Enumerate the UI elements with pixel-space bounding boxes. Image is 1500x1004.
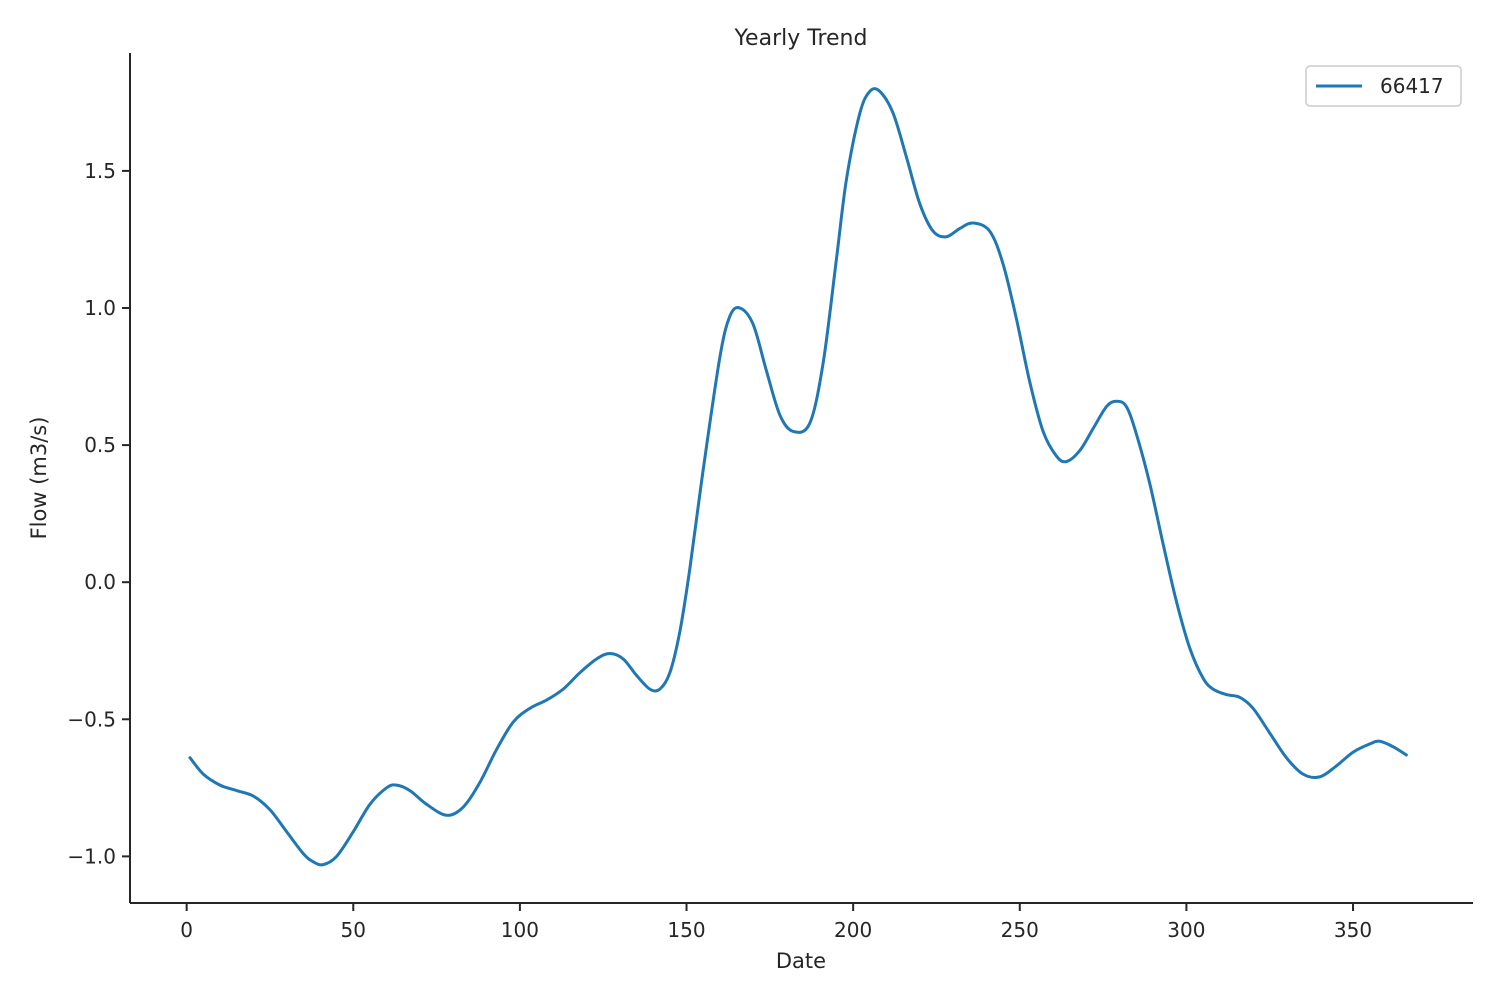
x-tick-label: 150 bbox=[667, 918, 705, 942]
y-tick-label: −1.0 bbox=[67, 844, 116, 868]
y-tick-label: 1.5 bbox=[84, 159, 116, 183]
legend-label-66417: 66417 bbox=[1380, 74, 1444, 98]
x-axis-label: Date bbox=[776, 949, 826, 973]
series-group bbox=[188, 87, 1408, 867]
y-tick-label: 1.0 bbox=[84, 296, 116, 320]
x-tick-label: 50 bbox=[341, 918, 366, 942]
x-tick-label: 300 bbox=[1167, 918, 1205, 942]
series-line-66417 bbox=[188, 87, 1408, 867]
chart-title: Yearly Trend bbox=[734, 26, 868, 51]
legend: 66417 bbox=[1305, 65, 1462, 107]
y-axis-label: Flow (m3/s) bbox=[27, 417, 51, 540]
legend-box bbox=[1305, 65, 1462, 107]
x-tick-label: 350 bbox=[1334, 918, 1372, 942]
x-tick-label: 200 bbox=[834, 918, 872, 942]
x-axis-ticks: 0 50 100 150 200 250 300 350 bbox=[180, 903, 1372, 942]
y-tick-label: −0.5 bbox=[67, 707, 116, 731]
x-tick-label: 250 bbox=[1001, 918, 1039, 942]
y-tick-label: 0.5 bbox=[84, 433, 116, 457]
x-tick-label: 0 bbox=[180, 918, 193, 942]
y-tick-label: 0.0 bbox=[84, 570, 116, 594]
x-tick-label: 100 bbox=[501, 918, 539, 942]
y-axis-ticks: −1.0 −0.5 0.0 0.5 1.0 1.5 bbox=[67, 159, 130, 868]
